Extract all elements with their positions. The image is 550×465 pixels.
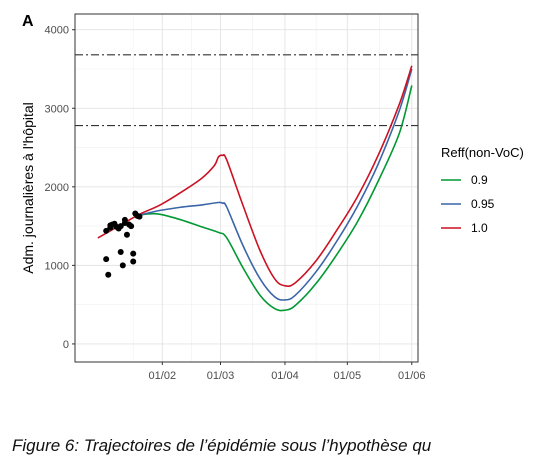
plot-area: 0 1000 2000 3000 4000 01/02 01/03 01/04 01/05 01/… [20, 13, 426, 382]
y-tick-label: 4000 [45, 25, 69, 37]
x-tick-label: 01/03 [207, 370, 235, 382]
series-line-0.9 [139, 85, 413, 312]
legend-label-0.9: 0.9 [471, 173, 488, 187]
observation-point [123, 231, 130, 238]
observation-point [103, 256, 110, 263]
legend-title: Reff(non-VoC) [441, 145, 524, 160]
y-tick-label: 2000 [45, 182, 69, 194]
y-tick-label: 3000 [45, 103, 69, 115]
y-tick-label: 1000 [45, 260, 69, 272]
observation-point [130, 250, 137, 257]
observation-point [130, 258, 137, 265]
x-tick-label: 01/05 [334, 370, 362, 382]
series-line-1.0 [97, 65, 413, 288]
observation-point [119, 262, 126, 269]
series-line-0.95 [139, 68, 413, 301]
observation-point [105, 271, 112, 278]
observation-point [117, 249, 124, 256]
panel-border [74, 13, 419, 363]
figure-caption: Figure 6: Trajectoires de l’épidémie sou… [12, 436, 432, 455]
x-tick-label: 01/04 [271, 370, 299, 382]
y-axis-label: Adm. journalières à l'hôpital [20, 102, 36, 274]
observation-point [128, 223, 135, 230]
observation-point [117, 223, 124, 230]
legend: Reff(non-VoC) 0.9 0.95 1.0 [441, 145, 524, 235]
panel-letter: A [22, 13, 34, 30]
legend-label-1.0: 1.0 [471, 221, 488, 235]
legend-label-0.95: 0.95 [471, 197, 495, 211]
plot-background [75, 14, 418, 362]
observation-point [103, 227, 110, 234]
y-tick-label: 0 [63, 339, 69, 351]
x-tick-label: 01/06 [398, 370, 426, 382]
x-tick-label: 01/02 [149, 370, 177, 382]
observation-point [136, 213, 143, 220]
